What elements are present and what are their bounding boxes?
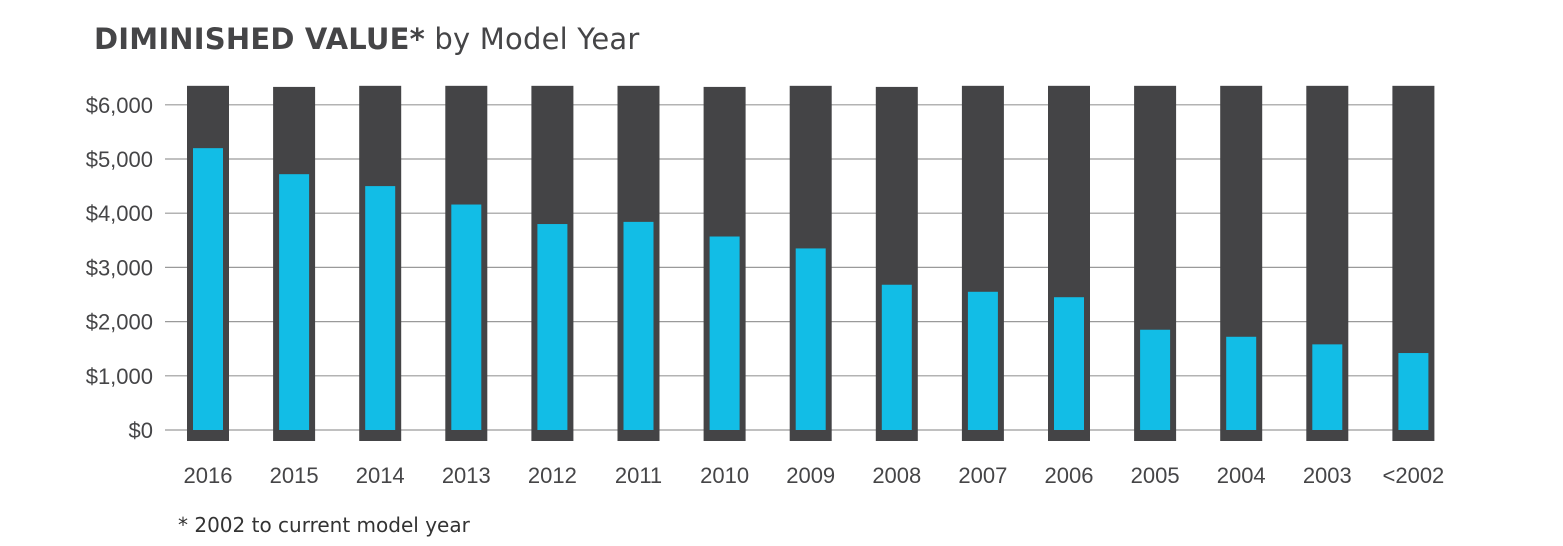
- y-axis-ticks: $0 $1,000 $2,000 $3,000 $4,000 $5,000 $6,000: [86, 93, 153, 443]
- x-tick-label: 2013: [442, 463, 491, 488]
- chart-title-light: by Model Year: [434, 22, 640, 56]
- bar-diminished-value: [451, 204, 482, 430]
- x-tick-label: 2008: [872, 463, 921, 488]
- bar-diminished-value: [1226, 336, 1257, 430]
- chart-title-bold: DIMINISHED VALUE*: [94, 22, 425, 56]
- bar-diminished-value: [537, 224, 568, 430]
- bar-diminished-value: [365, 186, 396, 430]
- bar-diminished-value: [1312, 344, 1343, 430]
- x-tick-label: 2014: [356, 463, 405, 488]
- x-tick-label: 2015: [270, 463, 319, 488]
- x-tick-label: 2006: [1045, 463, 1094, 488]
- y-tick-label: $4,000: [86, 201, 153, 226]
- x-tick-label: 2009: [786, 463, 835, 488]
- bar-diminished-value: [623, 221, 654, 430]
- bars: [187, 85, 1435, 441]
- bar-diminished-value: [1398, 353, 1429, 430]
- bar-diminished-value: [279, 174, 310, 430]
- y-tick-label: $6,000: [86, 93, 153, 118]
- x-tick-label: <2002: [1383, 463, 1445, 488]
- x-tick-label: 2004: [1217, 463, 1266, 488]
- footnote: * 2002 to current model year: [178, 513, 470, 537]
- x-tick-label: 2003: [1303, 463, 1352, 488]
- x-tick-label: 2005: [1131, 463, 1180, 488]
- x-tick-label: 2011: [615, 463, 662, 488]
- bar-diminished-value: [881, 284, 912, 430]
- chart-title: DIMINISHED VALUE* by Model Year: [94, 22, 640, 56]
- bar-diminished-value: [1140, 329, 1171, 430]
- bar-diminished-value: [709, 236, 740, 430]
- x-axis-ticks: 2016 2015 2014 2013 2012 2011 2010 2009 2008 2007…: [184, 463, 1445, 488]
- y-tick-label: $3,000: [86, 255, 153, 280]
- bar-diminished-value: [193, 148, 223, 430]
- x-tick-label: 2010: [700, 463, 749, 488]
- y-tick-label: $2,000: [86, 310, 153, 335]
- x-tick-label: 2012: [528, 463, 577, 488]
- y-tick-label: $0: [129, 418, 153, 443]
- bar-diminished-value: [967, 291, 998, 430]
- bar-diminished-value: [1054, 297, 1084, 430]
- y-tick-label: $1,000: [86, 364, 153, 389]
- x-tick-label: 2016: [184, 463, 233, 488]
- y-tick-label: $5,000: [86, 147, 153, 172]
- bar-diminished-value: [795, 248, 826, 430]
- x-tick-label: 2007: [958, 463, 1007, 488]
